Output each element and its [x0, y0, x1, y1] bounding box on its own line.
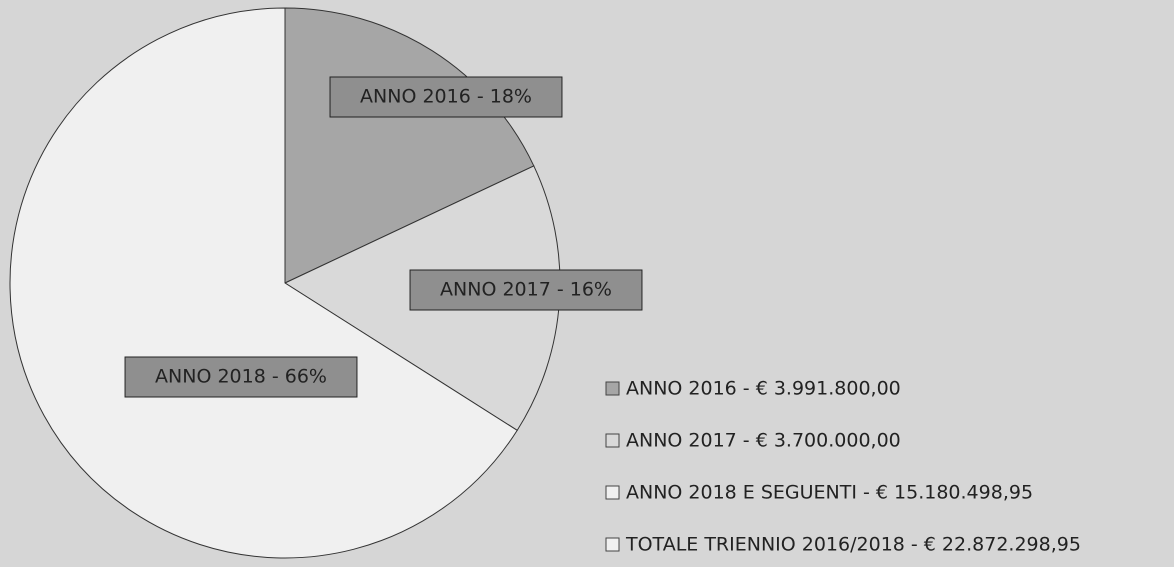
legend-swatch: [605, 381, 620, 396]
legend-swatch: [605, 537, 620, 552]
legend-label: ANNO 2018 E SEGUENTI - € 15.180.498,95: [626, 482, 1033, 504]
data-label-box: [124, 356, 358, 398]
legend-swatch: [605, 433, 620, 448]
legend-swatch: [605, 485, 620, 500]
legend-label: ANNO 2016 - € 3.991.800,00: [626, 378, 901, 400]
legend-label: ANNO 2017 - € 3.700.000,00: [626, 430, 901, 452]
data-label: ANNO 2017 - 16%: [440, 279, 612, 301]
legend-label: TOTALE TRIENNIO 2016/2018 - € 22.872.298…: [625, 534, 1081, 556]
data-label: ANNO 2016 - 18%: [360, 86, 532, 108]
data-label-box: [409, 269, 643, 311]
pie-slice: [9, 7, 518, 559]
data-label-box: [329, 76, 563, 118]
data-label: ANNO 2018 - 66%: [155, 366, 327, 388]
